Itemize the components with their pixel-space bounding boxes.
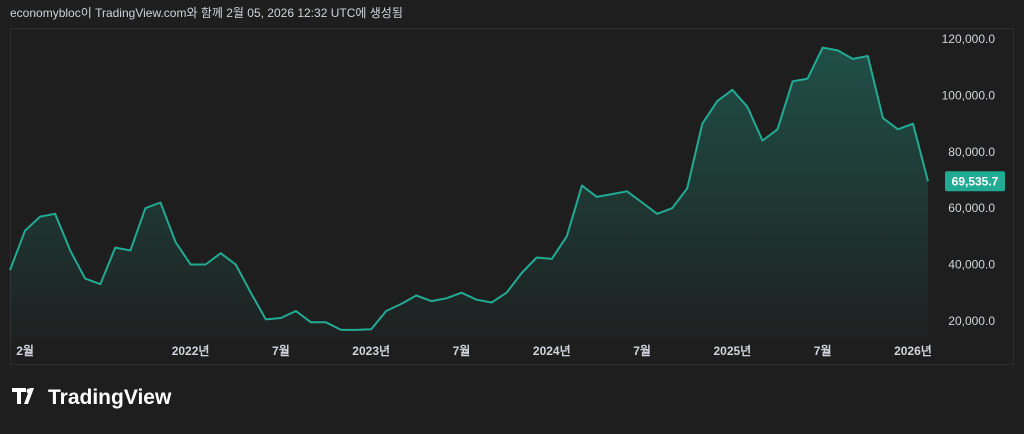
last-price-badge bbox=[945, 171, 1005, 192]
y-tick-label: 40,000.0 bbox=[948, 258, 995, 272]
area-fill bbox=[10, 47, 928, 340]
price-line bbox=[9, 46, 929, 331]
y-tick-label: 100,000.0 bbox=[942, 88, 996, 102]
header: economybloc이 TradingView.com와 함께 2월 05, … bbox=[10, 6, 403, 20]
x-tick-label: 7월 bbox=[814, 343, 832, 358]
brand-logo: TradingView bbox=[12, 386, 172, 409]
x-tick-label: 2월 bbox=[16, 343, 34, 358]
x-tick-label: 2022년 bbox=[172, 344, 210, 358]
y-tick-label: 80,000.0 bbox=[948, 145, 995, 159]
y-tick-label: 60,000.0 bbox=[948, 201, 995, 215]
x-tick-label: 2023년 bbox=[352, 344, 390, 358]
x-tick-label: 7월 bbox=[453, 343, 471, 358]
x-tick-label: 7월 bbox=[272, 343, 290, 358]
y-tick-label: 20,000.0 bbox=[948, 314, 995, 328]
last-price-label: 69,535.7 bbox=[952, 174, 999, 188]
y-tick-label: 120,000.0 bbox=[942, 32, 996, 46]
x-tick-label: 2025년 bbox=[713, 344, 751, 358]
brand-name: TradingView bbox=[48, 386, 172, 409]
x-tick-label: 2026년 bbox=[894, 344, 932, 358]
x-tick-label: 7월 bbox=[633, 343, 651, 358]
x-tick-label: 2024년 bbox=[533, 344, 571, 358]
